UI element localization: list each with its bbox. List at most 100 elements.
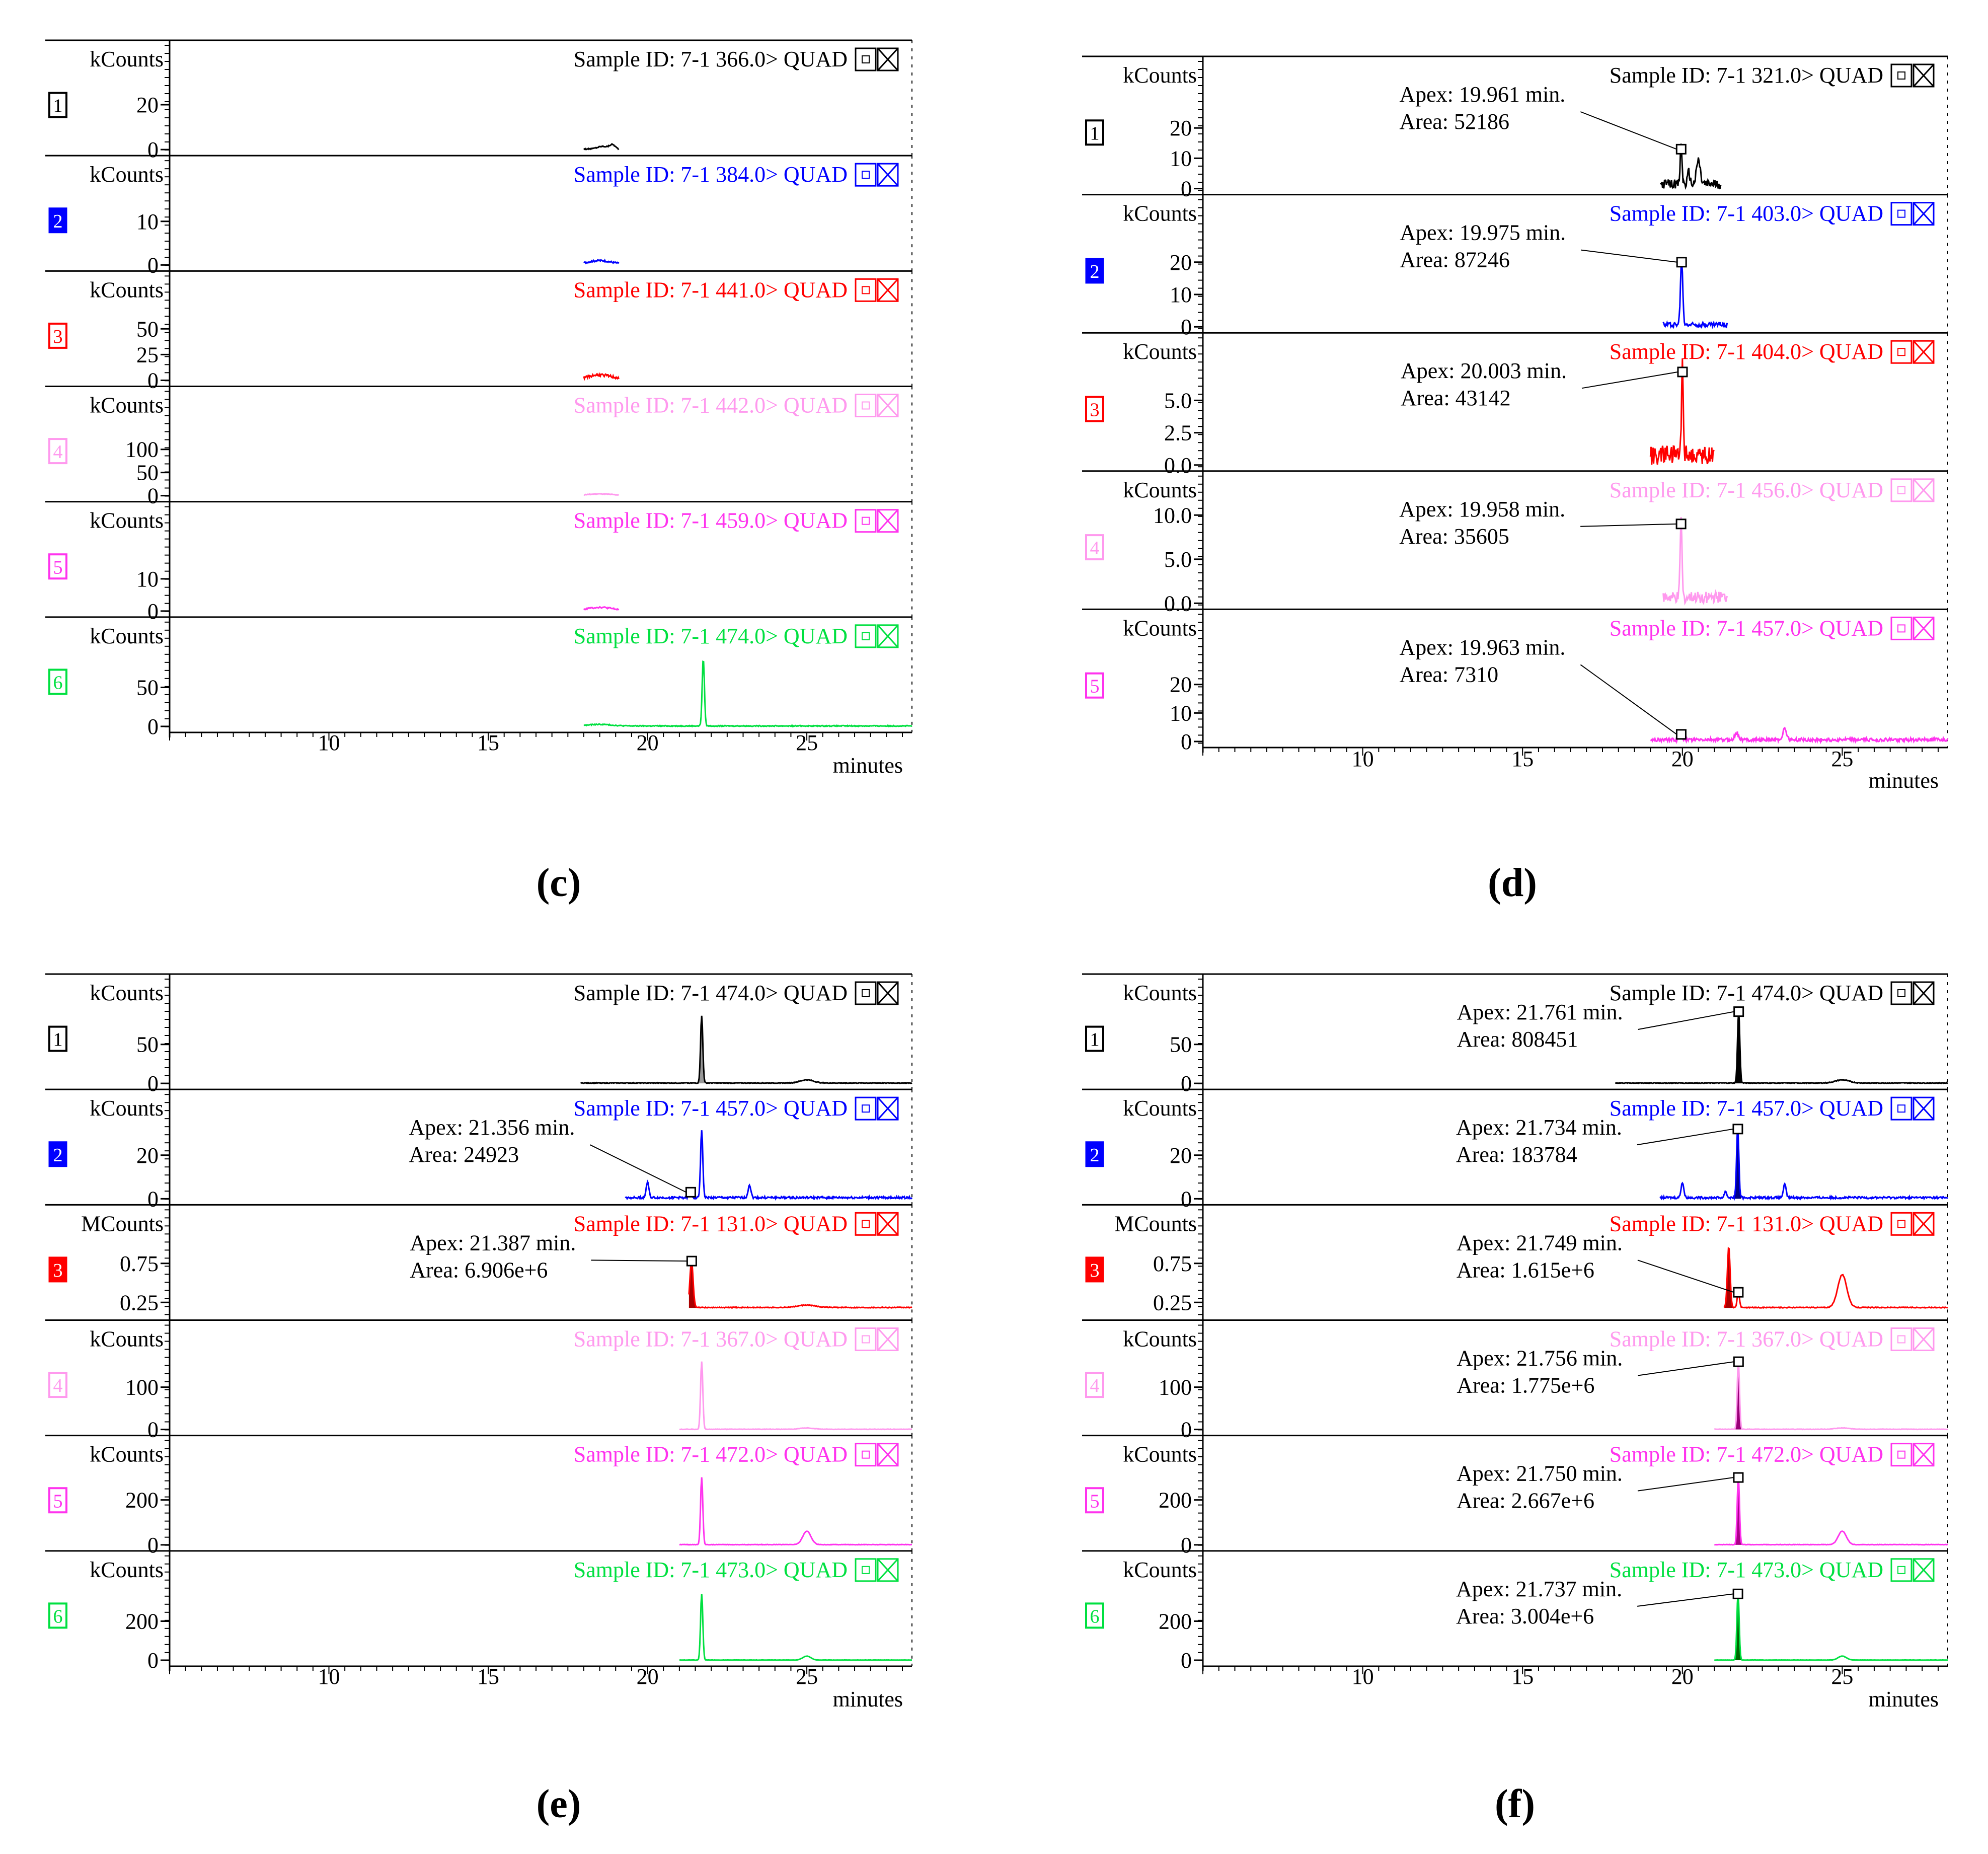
apex-label: Apex: 21.737 min. <box>1456 1577 1622 1601</box>
restore-icon-inner <box>1897 348 1905 356</box>
y-tick-label: 50 <box>136 676 159 700</box>
trace-strip: kCounts 6 200 0 Sample ID: 7-1 473.0> QUADAp… <box>1082 1550 1948 1673</box>
trace-title: Sample ID: 7-1 474.0> QUAD <box>1610 981 1883 1005</box>
y-tick-label: 0 <box>147 137 159 162</box>
y-tick-label: 200 <box>125 1609 159 1634</box>
y-tick-label: 50 <box>1170 1032 1192 1057</box>
area-label: Area: 3.004e+6 <box>1456 1604 1594 1628</box>
trace-title: Sample ID: 7-1 384.0> QUAD <box>574 162 848 187</box>
apex-leader-line <box>1580 523 1677 527</box>
close-icon-stroke <box>877 981 899 1005</box>
trace-strip: kCounts 4 100 0 Sample ID: 7-1 367.0> QUADAp… <box>1082 1319 1948 1442</box>
trace-title: Sample ID: 7-1 474.0> QUAD <box>574 624 848 648</box>
restore-icon-inner <box>862 1566 870 1574</box>
x-tick-label: 20 <box>637 730 659 755</box>
trace-index-label: 3 <box>53 326 63 347</box>
trace-index-label: 4 <box>1090 538 1100 559</box>
trace-index-label: 1 <box>1090 1029 1100 1051</box>
close-icon-stroke <box>1913 202 1935 226</box>
trace-index-label: 6 <box>1090 1606 1100 1627</box>
restore-icon <box>855 394 877 417</box>
apex-marker <box>1733 1356 1744 1367</box>
trace-title: Sample ID: 7-1 473.0> QUAD <box>1610 1558 1883 1582</box>
trace-title: Sample ID: 7-1 404.0> QUAD <box>1610 339 1883 364</box>
y-unit-label: kCounts <box>1123 339 1197 364</box>
trace-index-label: 5 <box>53 557 63 578</box>
restore-icon <box>855 1327 877 1351</box>
apex-label: Apex: 21.356 min. <box>409 1115 575 1140</box>
area-label: Area: 1.775e+6 <box>1457 1373 1594 1398</box>
y-unit-label: MCounts <box>81 1211 164 1236</box>
y-tick-label: 0 <box>147 714 159 739</box>
trace-strip: kCounts 4 100 0 Sample ID: 7-1 367.0> QUAD <box>45 1319 912 1442</box>
trace-strip: kCounts 5 10 0 Sample ID: 7-1 459.0> QUAD <box>45 501 912 624</box>
apex-label: Apex: 21.761 min. <box>1457 1000 1623 1024</box>
apex-label: Apex: 21.756 min. <box>1457 1346 1623 1371</box>
trace-index-label: 2 <box>53 211 63 232</box>
apex-label: Apex: 19.975 min. <box>1400 220 1566 245</box>
restore-icon-inner <box>1897 209 1905 218</box>
restore-icon <box>1890 478 1913 502</box>
y-tick-label: 200 <box>125 1488 159 1513</box>
apex-marker <box>686 1255 697 1267</box>
trace-index-label: 3 <box>1090 1260 1100 1281</box>
trace-index-label: 4 <box>53 441 63 463</box>
restore-icon <box>855 1212 877 1236</box>
area-label: Area: 43142 <box>1401 386 1511 410</box>
y-unit-label: MCounts <box>1114 1211 1197 1236</box>
y-tick-label: 0 <box>147 1418 159 1442</box>
apex-leader-line <box>1581 371 1678 389</box>
restore-icon <box>855 47 877 71</box>
x-tick-label: 15 <box>477 730 499 755</box>
y-tick-label: 0 <box>1181 1418 1192 1442</box>
y-tick-label: 10 <box>1170 146 1192 171</box>
trace-index-box <box>48 1141 67 1167</box>
x-tick-label: 25 <box>1831 1664 1853 1689</box>
y-tick-label: 100 <box>1159 1375 1192 1400</box>
restore-icon <box>855 509 877 533</box>
apex-marker <box>1733 1006 1744 1017</box>
trace-line <box>1660 143 1722 190</box>
trace-strip: kCounts 5 200 0 Sample ID: 7-1 472.0> QUAD <box>45 1435 912 1558</box>
restore-icon-inner <box>862 55 870 63</box>
trace-strip: kCounts 2 20 0 Sample ID: 7-1 457.0> QUADApe… <box>45 1088 913 1211</box>
area-label: Area: 35605 <box>1399 524 1509 549</box>
x-axis-label: minutes <box>1869 1687 1939 1712</box>
apex-label: Apex: 19.961 min. <box>1399 82 1565 107</box>
y-tick-label: 0 <box>147 599 159 624</box>
y-tick-label: 0 <box>147 368 159 393</box>
y-tick-label: 100 <box>125 437 159 462</box>
apex-marker <box>1733 1472 1744 1483</box>
x-tick-label: 10 <box>1352 1664 1374 1689</box>
close-icon-stroke <box>877 509 899 533</box>
trace-title: Sample ID: 7-1 474.0> QUAD <box>574 981 848 1005</box>
trace-index-box <box>48 1256 67 1283</box>
apex-marker <box>1675 518 1687 530</box>
close-icon-stroke <box>877 394 899 417</box>
trace-index-box <box>48 207 67 234</box>
x-tick-label: 15 <box>1511 1664 1534 1689</box>
y-unit-label: kCounts <box>90 162 164 187</box>
restore-icon <box>1890 202 1913 226</box>
trace-line <box>688 1260 912 1309</box>
restore-icon-inner <box>1897 71 1905 80</box>
y-unit-label: kCounts <box>1123 478 1197 502</box>
restore-icon-inner <box>1897 1220 1905 1228</box>
y-unit-label: kCounts <box>90 981 164 1005</box>
trace-index-box <box>1085 1256 1104 1283</box>
trace-line <box>679 1361 912 1431</box>
x-tick-label: 15 <box>1511 747 1534 771</box>
apex-label: Apex: 21.387 min. <box>410 1230 576 1255</box>
y-unit-label: kCounts <box>90 1558 164 1582</box>
trace-index-box <box>1085 672 1104 699</box>
y-tick-label: 10 <box>1170 282 1192 307</box>
trace-line <box>1659 1127 1948 1201</box>
trace-line <box>583 143 620 151</box>
restore-icon-inner <box>862 401 870 410</box>
trace-title: Sample ID: 7-1 457.0> QUAD <box>574 1096 848 1121</box>
y-tick-label: 10.0 <box>1153 503 1192 528</box>
area-label: Area: 808451 <box>1457 1027 1578 1052</box>
y-tick-label: 0 <box>1181 1071 1192 1096</box>
